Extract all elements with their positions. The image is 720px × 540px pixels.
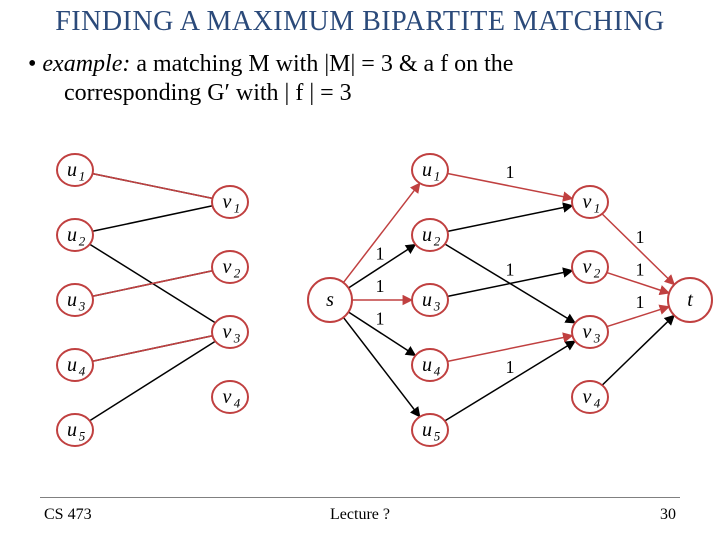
right-v4-label: v: [583, 386, 592, 408]
left-u4-sub: 4: [79, 364, 86, 379]
right-u4-label: u: [422, 354, 432, 376]
right-u3-label: u: [422, 289, 432, 311]
right-u2-sub: 2: [434, 234, 441, 249]
edge: [93, 271, 213, 297]
right-v1-label: v: [583, 191, 592, 213]
left-u2-sub: 2: [79, 234, 86, 249]
left-u4-label: u: [67, 354, 77, 376]
footer-lecture: Lecture ?: [0, 506, 720, 524]
flow-label: 1: [506, 162, 515, 182]
footer-page: 30: [660, 506, 676, 524]
right-u2-label: u: [422, 224, 432, 246]
slide-body: • example: a matching M with |M| = 3 & a…: [40, 50, 700, 108]
bullet-text-1: a matching M with |M| = 3 & a f on the: [130, 51, 513, 77]
left-u5-sub: 5: [79, 429, 86, 444]
edge: [93, 206, 213, 232]
bullet-lead: example:: [42, 51, 130, 77]
left-u2-label: u: [67, 224, 77, 246]
left-v4-label: v: [223, 386, 232, 408]
flow-label: 1: [376, 276, 385, 296]
left-u3-label: u: [67, 289, 77, 311]
flow-label: 1: [636, 260, 645, 280]
right-u5-sub: 5: [434, 429, 441, 444]
right-v4-sub: 4: [594, 396, 601, 411]
left-v2-label: v: [223, 256, 232, 278]
left-u5-label: u: [67, 419, 77, 441]
edge: [343, 317, 419, 416]
left-v3-sub: 3: [233, 331, 241, 346]
right-u4-sub: 4: [434, 364, 441, 379]
edge: [445, 341, 575, 421]
edge: [93, 336, 213, 362]
bullet-text-2: corresponding G′ with | f | = 3: [40, 80, 352, 106]
right-s-label: s: [326, 289, 334, 311]
flow-label: 1: [376, 244, 385, 264]
flow-label: 1: [506, 357, 515, 377]
right-u1-sub: 1: [434, 169, 441, 184]
flow-label: 1: [636, 227, 645, 247]
edge: [602, 315, 674, 385]
left-u3-sub: 3: [78, 299, 86, 314]
left-v1-label: v: [223, 191, 232, 213]
right-u1-label: u: [422, 159, 432, 181]
right-v2-label: v: [583, 256, 592, 278]
right-v3-label: v: [583, 321, 592, 343]
right-u5-label: u: [422, 419, 432, 441]
slide-title: FINDING A MAXIMUM BIPARTITE MATCHING: [0, 6, 720, 38]
right-t-label: t: [687, 289, 693, 311]
edge: [90, 341, 216, 420]
left-v3-label: v: [223, 321, 232, 343]
left-u1-label: u: [67, 159, 77, 181]
left-v2-sub: 2: [234, 266, 241, 281]
right-v1-sub: 1: [594, 201, 601, 216]
edge: [448, 206, 573, 232]
left-v4-sub: 4: [234, 396, 241, 411]
flow-label: 1: [636, 292, 645, 312]
edge: [343, 183, 419, 282]
diagram-svg: u1u2u3u4u5v1v2v3v4stu1u2u3u4u5v1v2v3v4 1…: [0, 140, 720, 490]
left-v1-sub: 1: [234, 201, 241, 216]
left-u1-sub: 1: [79, 169, 86, 184]
right-v2-sub: 2: [594, 266, 601, 281]
bullet-marker: •: [28, 51, 42, 77]
footer-divider: [40, 497, 680, 498]
right-u3-sub: 3: [433, 299, 441, 314]
right-v3-sub: 3: [593, 331, 601, 346]
flow-label: 1: [376, 309, 385, 329]
edge: [93, 174, 213, 199]
flow-label: 1: [506, 260, 515, 280]
